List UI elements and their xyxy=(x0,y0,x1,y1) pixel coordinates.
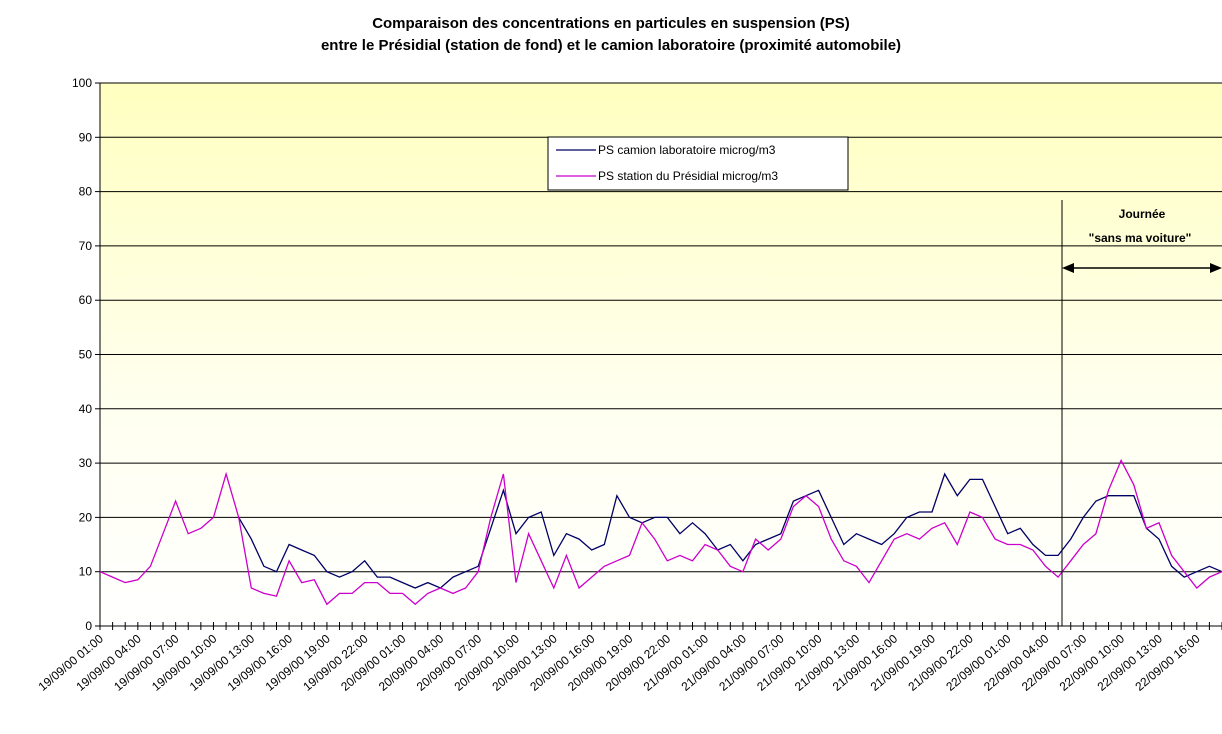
y-tick-label: 0 xyxy=(85,619,92,633)
x-tick-label: 19/09/00 01:00 xyxy=(36,631,107,693)
legend-label: PS camion laboratoire microg/m3 xyxy=(598,143,776,157)
x-tick-label: 19/09/00 16:00 xyxy=(225,631,296,693)
x-tick-label: 19/09/00 07:00 xyxy=(111,631,182,693)
x-tick-label: 22/09/00 16:00 xyxy=(1132,631,1203,693)
x-tick-label: 19/09/00 22:00 xyxy=(300,631,371,693)
series-line xyxy=(238,472,1222,589)
y-tick-label: 40 xyxy=(79,402,93,416)
x-tick-label: 20/09/00 01:00 xyxy=(338,631,409,693)
x-tick-label: 22/09/00 07:00 xyxy=(1019,631,1090,693)
x-tick-label: 19/09/00 13:00 xyxy=(187,631,258,693)
x-tick-label: 20/09/00 04:00 xyxy=(376,631,447,693)
x-tick-label: 22/09/00 10:00 xyxy=(1057,631,1128,693)
y-tick-label: 20 xyxy=(79,510,93,524)
arrow-head xyxy=(1210,263,1222,273)
annotation: Journée xyxy=(1119,207,1166,221)
legend: PS camion laboratoire microg/m3 PS statio… xyxy=(547,136,849,191)
x-tick-label: 22/09/00 04:00 xyxy=(981,631,1052,693)
legend-label: PS station du Présidial microg/m3 xyxy=(598,169,778,183)
x-tick-label: 19/09/00 04:00 xyxy=(73,631,144,693)
y-tick-label: 70 xyxy=(79,239,93,253)
x-tick-label: 21/09/00 16:00 xyxy=(830,631,901,693)
x-tick-label: 19/09/00 19:00 xyxy=(263,631,334,693)
x-tick-label: 20/09/00 13:00 xyxy=(489,631,560,693)
y-tick-label: 100 xyxy=(72,76,92,90)
x-tick-label: 21/09/00 13:00 xyxy=(792,631,863,693)
y-tick-label: 30 xyxy=(79,456,93,470)
y-tick-label: 10 xyxy=(79,565,93,579)
x-tick-label: 21/09/00 19:00 xyxy=(868,631,939,693)
y-tick-label: 90 xyxy=(79,130,93,144)
x-tick-label: 21/09/00 10:00 xyxy=(754,631,825,693)
arrow-head xyxy=(1062,263,1074,273)
y-tick-label: 60 xyxy=(79,293,93,307)
x-tick-label: 20/09/00 07:00 xyxy=(414,631,485,693)
x-tick-label: 22/09/00 01:00 xyxy=(943,631,1014,693)
y-tick-label: 80 xyxy=(79,185,93,199)
x-tick-label: 20/09/00 19:00 xyxy=(565,631,636,693)
chart-title: Comparaison des concentrations en partic… xyxy=(372,15,850,32)
x-tick-label: 21/09/00 01:00 xyxy=(641,631,712,693)
x-tick-label: 19/09/00 10:00 xyxy=(149,631,220,693)
y-tick-label: 50 xyxy=(79,348,93,362)
x-tick-label: 21/09/00 07:00 xyxy=(716,631,787,693)
x-tick-label: 20/09/00 22:00 xyxy=(603,631,674,693)
legend-box xyxy=(547,136,849,191)
x-tick-label: 21/09/00 04:00 xyxy=(679,631,750,693)
series-line xyxy=(99,458,1222,606)
x-tick-label: 20/09/00 16:00 xyxy=(527,631,598,693)
annotation: "sans ma voiture" xyxy=(1089,231,1192,245)
x-tick-label: 20/09/00 10:00 xyxy=(452,631,523,693)
x-tick-label: 22/09/00 13:00 xyxy=(1095,631,1166,693)
chart-subtitle: entre le Présidial (station de fond) et … xyxy=(321,37,901,54)
x-tick-label: 21/09/00 22:00 xyxy=(905,631,976,693)
